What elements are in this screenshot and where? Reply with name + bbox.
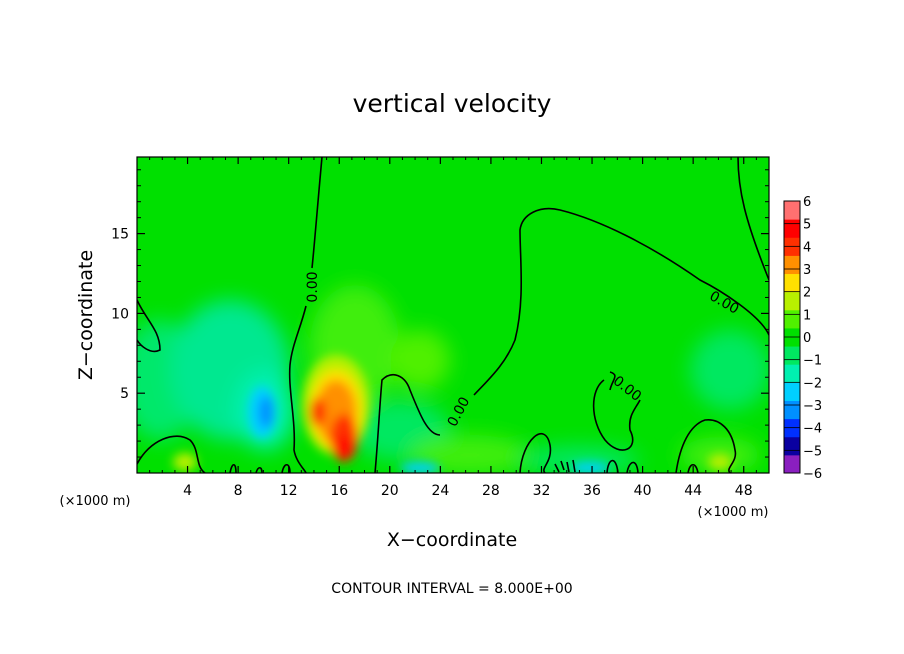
x-tick-label: 20 [381, 483, 399, 499]
x-tick-label: 40 [634, 483, 652, 499]
colorbar: 6 5 4 3 2 1 0 −1 −2 −3 −4 −5 −6 [783, 195, 822, 482]
colorbar-label: −4 [803, 422, 822, 437]
colorbar-label: 2 [803, 286, 811, 301]
zero-contours [137, 157, 769, 473]
x-tick-label: 44 [684, 483, 702, 499]
colorbar-label: 4 [803, 240, 811, 255]
colorbar-label: −2 [803, 376, 822, 391]
x-tick-label: 32 [533, 483, 551, 499]
broad-features [137, 285, 769, 473]
heatmap-field: 0.00 0.00 0.00 0.00 [137, 157, 769, 473]
colorbar-segment [784, 346, 800, 365]
colorbar-segment [784, 219, 800, 238]
colorbar-label: −6 [803, 467, 822, 482]
x-axis-label: X−coordinate [387, 529, 517, 551]
colorbar-segment [784, 255, 800, 275]
x-tick-label: 24 [431, 483, 449, 499]
y-tick-label: 5 [120, 386, 129, 402]
colorbar-segment [784, 201, 800, 220]
x-tick-label: 28 [482, 483, 500, 499]
colorbar-label: 5 [803, 218, 811, 233]
x-unit-left: (×1000 m) [60, 494, 131, 509]
colorbar-segment [784, 454, 800, 474]
colorbar-segment [784, 309, 800, 329]
x-tick-label: 36 [583, 483, 601, 499]
colorbar-label: 1 [803, 308, 811, 323]
contour-label: 0.00 [305, 271, 321, 302]
colorbar-segment [784, 273, 800, 293]
x-tick-label: 12 [280, 483, 298, 499]
y-tick-label: 10 [111, 306, 129, 322]
y-axis-label: Z−coordinate [75, 250, 97, 380]
colorbar-segment [784, 436, 800, 456]
x-tick-label: 48 [735, 483, 753, 499]
colorbar-segment [784, 364, 800, 383]
colorbar-segment [784, 291, 800, 311]
colorbar-label: 6 [803, 195, 811, 210]
colorbar-label: −1 [803, 354, 822, 369]
contour-interval: CONTOUR INTERVAL = 8.000E+00 [331, 581, 572, 597]
colorbar-label: 0 [803, 331, 811, 346]
colorbar-label: −5 [803, 444, 822, 459]
colorbar-label: 3 [803, 263, 811, 278]
colorbar-segment [784, 400, 800, 420]
cores [173, 355, 732, 473]
x-tick-label: 8 [234, 483, 243, 499]
colorbar-segment [784, 382, 800, 401]
x-unit-right: (×1000 m) [698, 505, 769, 520]
y-axis: 5 10 15 [111, 169, 769, 458]
x-tick-label: 16 [330, 483, 348, 499]
y-tick-label: 15 [111, 227, 129, 243]
colorbar-label: −3 [803, 399, 822, 414]
x-axis: 4 8 12 16 20 24 28 32 36 40 44 48 [149, 157, 757, 499]
chart-title: vertical velocity [353, 89, 552, 118]
x-tick-label: 4 [183, 483, 192, 499]
